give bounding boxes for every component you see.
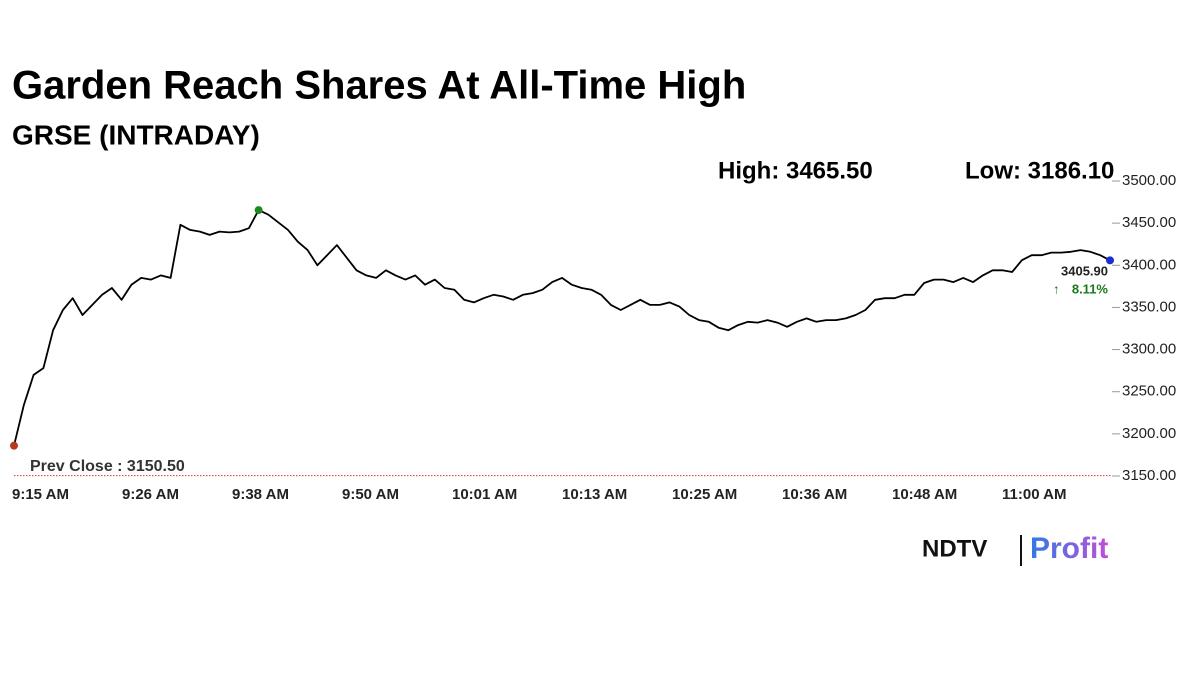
low-label: Low: 3186.10 — [965, 157, 1114, 184]
last-value-label: 3405.90 — [1061, 263, 1108, 278]
y-tick-label: 3450.00 — [1122, 214, 1176, 231]
end-marker — [1106, 256, 1114, 265]
y-tick-label: 3300.00 — [1122, 341, 1176, 358]
x-tick-label: 11:00 AM — [1002, 486, 1066, 503]
x-tick-label: 10:25 AM — [672, 486, 737, 503]
prev-close-label: Prev Close : 3150.50 — [30, 458, 185, 475]
chart-title: Garden Reach Shares At All-Time High — [12, 64, 746, 108]
y-tick-label: 3350.00 — [1122, 298, 1176, 315]
y-tick-label: 3400.00 — [1122, 256, 1176, 273]
logo-product: Profit — [1030, 532, 1108, 565]
x-tick-label: 9:26 AM — [122, 486, 179, 503]
y-tick-label: 3250.00 — [1122, 383, 1176, 400]
price-line — [13, 209, 1111, 446]
high-label: High: 3465.50 — [718, 157, 873, 184]
high-marker — [254, 206, 263, 215]
y-tick-label: 3200.00 — [1122, 425, 1176, 442]
logo-brand: NDTV — [922, 535, 987, 562]
change-label: 8.11% — [1072, 281, 1109, 296]
x-tick-label: 10:48 AM — [892, 486, 957, 503]
x-tick-label: 10:01 AM — [452, 486, 517, 503]
x-tick-label: 9:15 AM — [12, 486, 69, 503]
chart-subtitle: GRSE (INTRADAY) — [12, 119, 260, 150]
x-tick-label: 9:50 AM — [342, 486, 399, 503]
x-tick-label: 10:36 AM — [782, 486, 847, 503]
x-tick-label: 10:13 AM — [562, 486, 627, 503]
y-tick-label: 3500.00 — [1122, 172, 1176, 189]
y-tick-label: 3150.00 — [1122, 467, 1176, 484]
x-tick-label: 9:38 AM — [232, 486, 289, 503]
start-marker — [10, 441, 18, 450]
change-arrow: ↑ — [1053, 281, 1060, 296]
